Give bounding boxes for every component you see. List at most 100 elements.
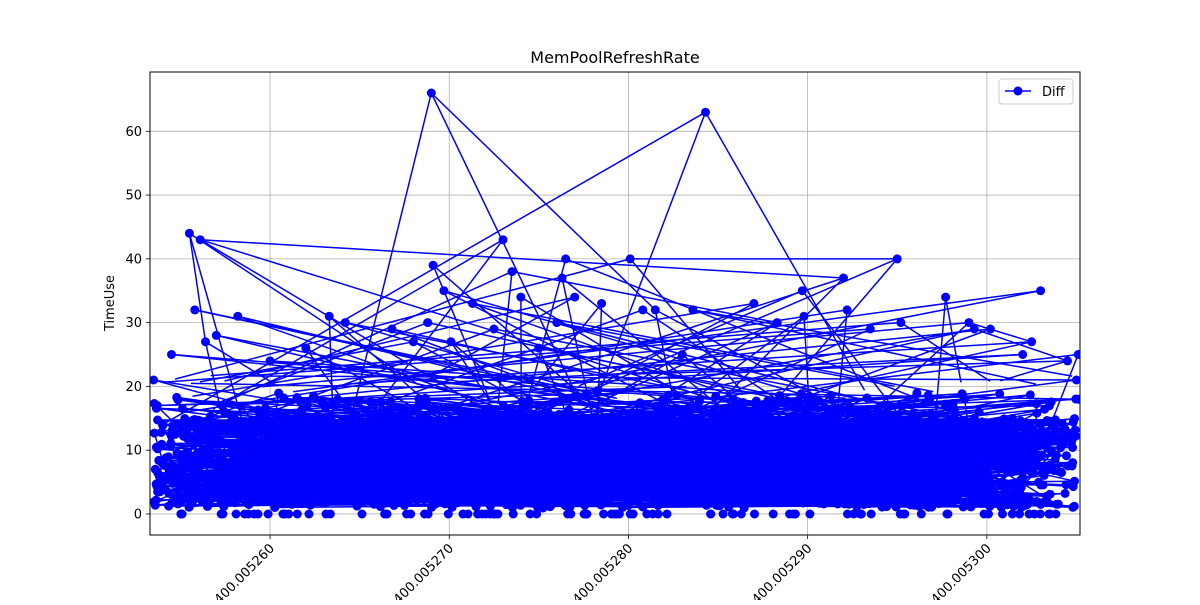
dense-point — [661, 495, 670, 504]
dense-point — [716, 433, 725, 442]
dense-point — [1070, 414, 1079, 423]
dense-point-zero — [791, 510, 800, 519]
series-diff-point — [1018, 350, 1027, 359]
dense-point — [243, 436, 252, 445]
dense-point — [340, 487, 349, 496]
dense-point — [484, 481, 493, 490]
dense-point — [1051, 455, 1060, 464]
series-diff-point — [534, 344, 543, 353]
dense-point — [544, 464, 553, 473]
dense-point — [156, 487, 165, 496]
series-diff-point — [201, 337, 210, 346]
dense-point — [426, 484, 435, 493]
dense-point — [263, 484, 272, 493]
dense-point — [597, 501, 606, 510]
legend-label-diff: Diff — [1042, 85, 1066, 100]
dense-point-zero — [566, 510, 575, 519]
dense-point — [529, 485, 538, 494]
series-diff-point — [839, 274, 848, 283]
series-diff-point — [158, 420, 167, 429]
dense-point — [758, 450, 767, 459]
dense-point — [389, 492, 398, 501]
dense-point — [500, 445, 509, 454]
dense-point — [845, 500, 854, 509]
dense-point — [267, 430, 276, 439]
dense-point — [1027, 456, 1036, 465]
dense-point — [898, 470, 907, 479]
dense-point — [197, 497, 206, 506]
dense-point-zero — [218, 510, 227, 519]
dense-point — [247, 486, 256, 495]
dense-point — [887, 458, 896, 467]
dense-point — [176, 427, 185, 436]
dense-point-zero — [284, 510, 293, 519]
dense-point — [221, 423, 230, 432]
dense-point — [456, 454, 465, 463]
dense-point — [241, 463, 250, 472]
series-diff-point — [798, 286, 807, 295]
dense-point — [486, 502, 495, 511]
dense-point — [297, 464, 306, 473]
dense-point — [944, 489, 953, 498]
dense-point-zero — [917, 510, 926, 519]
dense-point — [985, 486, 994, 495]
dense-point — [880, 466, 889, 475]
dense-point — [539, 481, 548, 490]
dense-point — [468, 477, 477, 486]
dense-point — [389, 501, 398, 510]
dense-point-zero — [663, 510, 672, 519]
dense-point — [875, 477, 884, 486]
dense-point — [848, 480, 857, 489]
dense-point — [386, 460, 395, 469]
dense-point — [750, 493, 759, 502]
dense-point — [384, 483, 393, 492]
dense-point — [437, 438, 446, 447]
dense-point — [558, 466, 567, 475]
dense-point-zero — [464, 510, 473, 519]
dense-point — [618, 487, 627, 496]
dense-point-zero — [629, 510, 638, 519]
dense-point — [1006, 439, 1015, 448]
dense-point — [667, 476, 676, 485]
dense-point — [166, 439, 175, 448]
dense-point — [985, 501, 994, 510]
dense-point-zero — [706, 510, 715, 519]
dense-point — [1059, 440, 1068, 449]
dense-point — [1023, 497, 1032, 506]
dense-point-zero — [1015, 510, 1024, 519]
dense-point — [170, 473, 179, 482]
dense-point — [824, 416, 833, 425]
dense-point — [694, 479, 703, 488]
dense-point — [944, 465, 953, 474]
series-diff-point — [688, 305, 697, 314]
dense-point — [859, 500, 868, 509]
series-diff-point — [1027, 337, 1036, 346]
dense-point — [674, 462, 683, 471]
series-diff-point — [626, 254, 635, 263]
dense-point — [601, 492, 610, 501]
series-diff-point — [212, 331, 221, 340]
dense-point — [467, 443, 476, 452]
dense-point — [906, 487, 915, 496]
dense-point — [310, 480, 319, 489]
dense-point — [549, 478, 558, 487]
series-diff-point — [429, 261, 438, 270]
dense-point-zero — [264, 510, 273, 519]
dense-point — [998, 426, 1007, 435]
dense-point — [215, 449, 224, 458]
dense-point — [895, 497, 904, 506]
dense-point-zero — [526, 510, 535, 519]
dense-point — [724, 442, 733, 451]
series-diff-point — [301, 344, 310, 353]
dense-point — [653, 457, 662, 466]
dense-point — [784, 453, 793, 462]
legend: Diff — [999, 79, 1073, 104]
dense-point — [532, 468, 541, 477]
dense-point-zero — [599, 510, 608, 519]
dense-point-zero — [943, 510, 952, 519]
dense-point — [508, 485, 517, 494]
dense-point — [331, 489, 340, 498]
dense-point — [959, 460, 968, 469]
dense-point — [288, 500, 297, 509]
dense-point — [796, 467, 805, 476]
